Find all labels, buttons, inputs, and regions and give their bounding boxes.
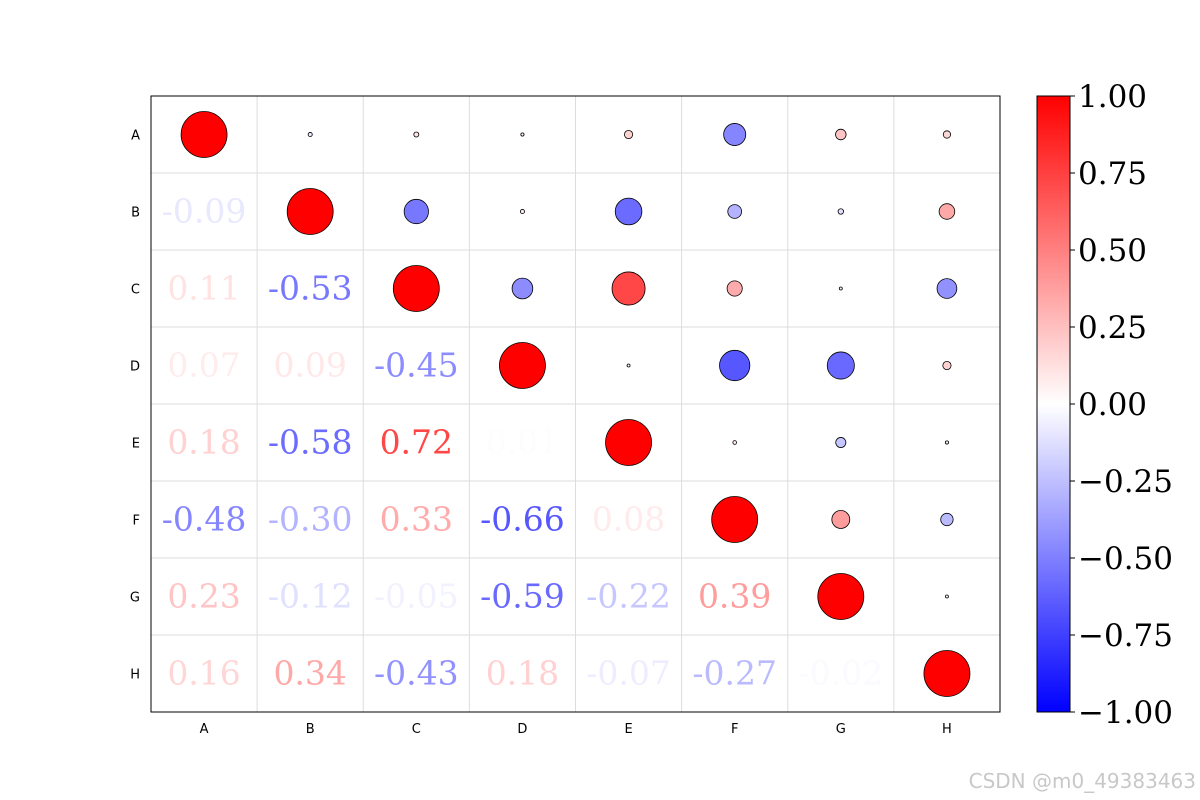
corr-circle-D-H [942, 360, 952, 371]
corr-circle-C-G [838, 286, 843, 291]
y-tick-label-F: F [133, 514, 140, 529]
corr-circle-A-D [520, 132, 525, 137]
colorbar-tick-label: 0.75 [1078, 156, 1147, 192]
corr-circle-A-F [723, 123, 747, 146]
y-tick-label-A: A [131, 129, 140, 144]
colorbar-tick-label: −0.50 [1078, 541, 1173, 577]
corr-circle-C-C [392, 265, 440, 312]
corr-circle-B-H [938, 203, 956, 220]
colorbar-tick-label: −1.00 [1078, 695, 1173, 731]
corr-circle-D-G [826, 351, 855, 380]
corr-circle-A-G [835, 128, 847, 141]
corr-value-H-D: 0.18 [486, 654, 559, 693]
x-tick-label-C: C [412, 722, 421, 737]
colorbar-tick-label: 0.50 [1078, 233, 1147, 269]
corr-circle-A-A [180, 111, 228, 158]
y-tick-label-E: E [132, 437, 140, 452]
corr-value-H-G: -0.02 [798, 654, 883, 693]
y-tick-label-H: H [130, 668, 140, 683]
x-tick-label-D: D [517, 722, 527, 737]
corr-circle-F-H [940, 512, 954, 527]
corr-value-G-F: 0.39 [698, 577, 771, 616]
y-tick-label-G: G [130, 591, 140, 606]
x-tick-label-E: E [624, 722, 632, 737]
corr-circle-B-D [519, 209, 525, 214]
corr-circle-F-F [711, 496, 759, 543]
colorbar-tick-label: −0.25 [1078, 464, 1173, 500]
colorbar-tick-label: 1.00 [1078, 79, 1147, 115]
corr-circle-E-F [732, 440, 737, 445]
x-tick-label-H: H [942, 722, 952, 737]
corr-circle-C-H [936, 278, 958, 299]
corr-value-E-C: 0.72 [380, 423, 453, 462]
corr-value-B-A: -0.09 [162, 192, 247, 231]
corr-circle-B-E [614, 197, 643, 226]
corr-value-C-B: -0.53 [268, 269, 353, 308]
corr-value-E-B: -0.58 [268, 423, 353, 462]
colorbar-tick-label: −0.75 [1078, 618, 1173, 654]
corr-value-F-A: -0.48 [162, 500, 247, 539]
colorbar-ticks: 1.00 0.75 0.50 0.25 0.00 −0.25 −0.50 −0.75 −1.00 [1070, 79, 1173, 731]
colorbar: 1.00 0.75 0.50 0.25 0.00 −0.25 −0.50 −0.75 −1.00 [1036, 79, 1173, 731]
corr-circle-D-F [719, 349, 751, 382]
watermark: CSDN @m0_49383463 [969, 769, 1196, 793]
corr-circle-B-B [286, 188, 334, 235]
corr-value-H-F: -0.27 [692, 654, 777, 693]
corr-value-H-E: -0.07 [586, 654, 671, 693]
corr-circle-G-G [817, 573, 865, 620]
corr-value-F-C: 0.33 [380, 500, 453, 539]
corr-circle-A-C [413, 131, 420, 138]
corr-circle-B-G [837, 208, 844, 215]
corr-value-E-D: 0.01 [486, 423, 559, 462]
corr-circle-C-D [511, 277, 534, 300]
colorbar-tick-label: 0.25 [1078, 310, 1147, 346]
x-tick-label-F: F [731, 722, 738, 737]
corr-value-G-D: -0.59 [480, 577, 565, 616]
corr-circle-F-G [831, 510, 851, 529]
colorbar-tick-label: 0.00 [1078, 387, 1147, 423]
x-tick-label-A: A [200, 722, 209, 737]
plot-frame [150, 95, 1001, 713]
corr-value-H-B: 0.34 [273, 654, 346, 693]
corr-circle-A-E [624, 129, 634, 140]
corr-value-G-E: -0.22 [586, 577, 671, 616]
corr-circle-C-E [611, 271, 646, 306]
corr-value-F-B: -0.30 [268, 500, 353, 539]
corr-circle-H-H [923, 650, 971, 697]
corr-value-C-A: 0.11 [167, 269, 240, 308]
marks: -0.09 0.11 -0.53 0.07 0.09 -0.45 0.18 -0.58 0.72… [162, 111, 971, 697]
corr-value-F-D: -0.66 [480, 500, 565, 539]
corr-circle-C-F [726, 280, 743, 297]
corr-circle-E-H [944, 440, 949, 445]
corr-circle-B-F [727, 204, 742, 219]
corr-circle-A-H [942, 130, 952, 139]
corr-circle-B-C [403, 198, 429, 225]
corr-circle-D-D [499, 342, 546, 389]
corr-value-D-B: 0.09 [273, 346, 346, 385]
corr-circle-A-B [307, 132, 313, 137]
corr-value-D-A: 0.07 [167, 346, 240, 385]
corr-value-D-C: -0.45 [374, 346, 459, 385]
corr-value-G-C: -0.05 [374, 577, 459, 616]
corr-circle-D-E [626, 363, 631, 368]
x-tick-label-G: G [836, 722, 846, 737]
y-tick-label-B: B [131, 206, 140, 221]
corr-value-G-B: -0.12 [268, 577, 353, 616]
corr-circle-G-H [945, 594, 949, 599]
corr-circle-E-E [605, 419, 652, 466]
colorbar-gradient [1036, 95, 1071, 713]
corr-value-H-C: -0.43 [374, 654, 459, 693]
corr-value-G-A: 0.23 [167, 577, 240, 616]
y-tick-label-D: D [130, 360, 140, 375]
corr-value-H-A: 0.16 [167, 654, 240, 693]
corr-circle-E-G [835, 437, 847, 448]
y-tick-label-C: C [131, 283, 140, 298]
grid [151, 96, 1000, 712]
x-tick-label-B: B [306, 722, 315, 737]
corr-value-F-E: 0.08 [592, 500, 665, 539]
axis-tick-labels: A A B B C C D D E E F F G G H H [130, 129, 952, 738]
corr-value-E-A: 0.18 [167, 423, 240, 462]
